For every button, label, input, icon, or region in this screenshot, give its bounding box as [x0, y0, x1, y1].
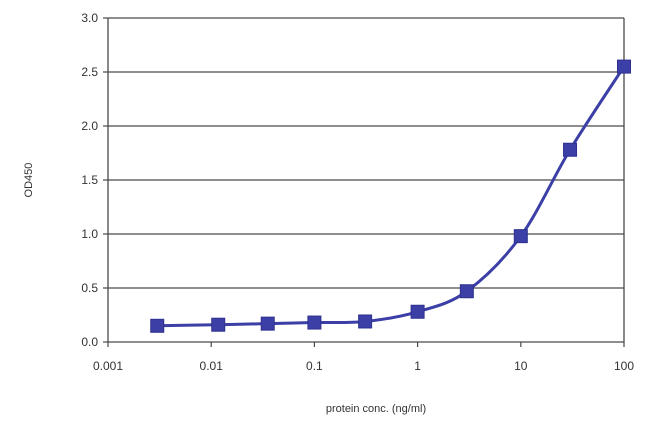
data-point [211, 317, 226, 332]
data-point [260, 316, 275, 331]
data-point [410, 304, 425, 319]
x-axis-label: protein conc. (ng/ml) [326, 403, 426, 415]
data-point [307, 315, 322, 330]
axes [103, 17, 625, 347]
x-tick-label: 0.01 [200, 359, 224, 373]
x-tick-label: 0.1 [306, 359, 323, 373]
data-point [459, 284, 474, 299]
y-axis-label: OD450 [23, 163, 35, 198]
data-point [513, 229, 528, 244]
series-line [155, 65, 626, 328]
x-tick-label: 0.001 [93, 359, 123, 373]
data-point [358, 314, 373, 329]
data-point [617, 59, 631, 74]
y-tick-label: 1.0 [81, 227, 98, 241]
gridlines [108, 17, 624, 289]
data-point [150, 318, 165, 333]
x-tick-label: 1 [414, 359, 421, 373]
y-tick-label: 3.0 [81, 11, 98, 25]
tick-labels: 0.0 0.5 1.0 1.5 2.0 2.5 3.0 0.001 0.01 0.1 1 10 100 [81, 11, 634, 373]
y-tick-label: 2.5 [81, 65, 98, 79]
y-tick-label: 0.5 [81, 281, 98, 295]
x-tick-label: 10 [514, 359, 528, 373]
data-point [563, 142, 578, 157]
y-tick-label: 0.0 [81, 335, 98, 349]
data-series [150, 59, 631, 333]
y-tick-label: 1.5 [81, 173, 98, 187]
x-tick-label: 100 [614, 359, 634, 373]
y-tick-label: 2.0 [81, 119, 98, 133]
